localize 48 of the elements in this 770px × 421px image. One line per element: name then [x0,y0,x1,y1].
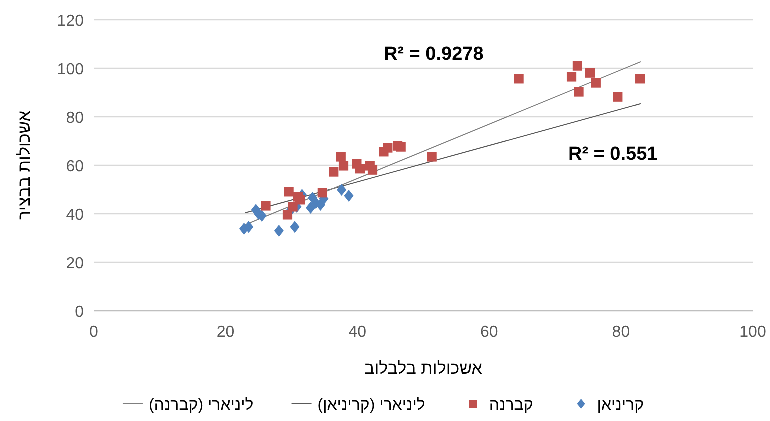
annotation: R² = 0.551 [568,144,658,165]
point [585,68,596,78]
point [355,164,366,174]
point [318,188,328,198]
point [344,190,354,202]
point [329,167,339,177]
point [566,72,577,82]
point [244,221,254,234]
x-tick-label: 80 [612,324,630,341]
point [290,221,300,234]
x-tick-label: 20 [216,324,235,341]
point [574,87,584,97]
y-tick-label: 60 [66,158,84,176]
legend-label: קריניאן [597,397,644,414]
point [306,202,316,214]
x-tick-label: 60 [480,324,498,341]
point [368,165,378,175]
point [572,61,583,71]
point [338,161,349,171]
point [336,184,347,196]
point [274,224,284,237]
point [613,92,623,102]
annotation: R² = 0.9278 [384,44,484,65]
point [295,195,306,205]
y-axis-title: אשכולות בבציר [15,110,34,220]
x-tick-label: 0 [90,324,99,341]
point [514,74,524,84]
point [427,152,437,162]
y-tick-label: 120 [57,13,84,30]
point [336,152,346,162]
x-tick-label: 100 [740,324,766,341]
point [282,210,293,220]
point [284,187,294,197]
legend-label: ליניארי (קריניאן) [318,396,426,414]
point [261,201,271,211]
y-tick-label: 100 [57,62,84,78]
y-tick-label: 80 [66,110,84,127]
y-tick-label: 40 [66,207,84,224]
y-tick-label: 20 [66,256,84,272]
point [591,78,601,88]
y-tick-label: 0 [75,304,84,321]
point [288,202,298,212]
legend-label: ליניארי (קברנה) [148,396,254,414]
point [636,74,646,84]
x-axis-title: אשכולות בלבלוב [364,359,483,378]
legend-label: קברנה [489,397,534,414]
x-tick-label: 40 [348,324,367,341]
point [396,142,406,152]
